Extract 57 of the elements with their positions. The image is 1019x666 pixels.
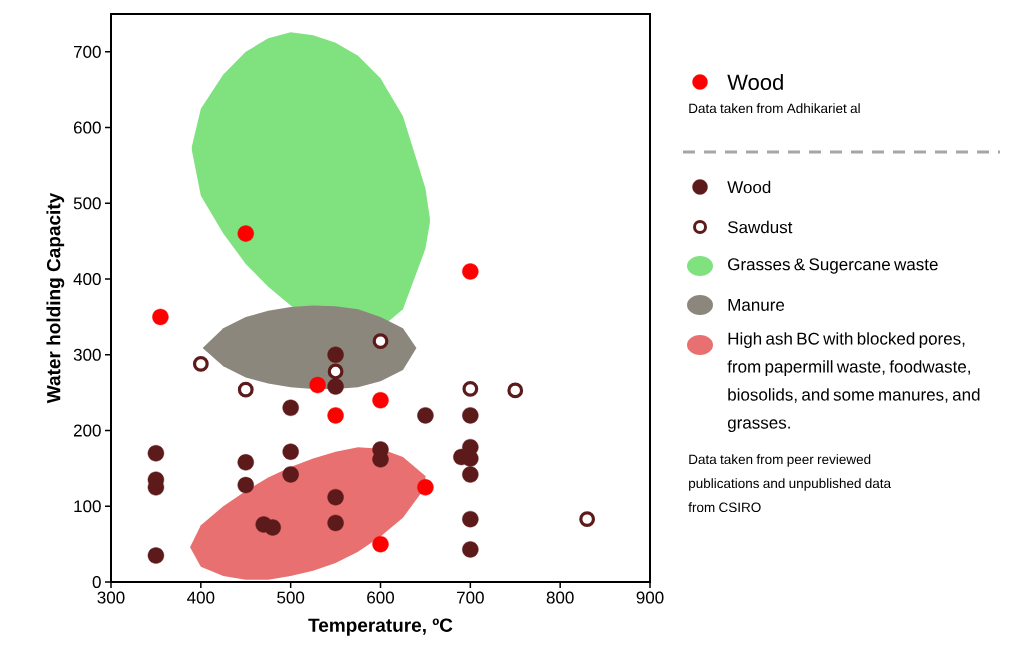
legend-label: High ash BC with blocked pores, from papermill waste, foodwaste, biosolids, and some manures, and grasses. xyxy=(727,332,980,433)
x-tick-label: 800 xyxy=(546,591,574,604)
point xyxy=(579,511,596,528)
legend-label: Wood xyxy=(727,73,783,91)
point xyxy=(237,381,254,398)
point xyxy=(372,333,389,350)
point xyxy=(147,547,165,564)
x-tick-label: 600 xyxy=(367,591,395,604)
legend-label: Wood xyxy=(727,180,771,194)
point xyxy=(462,510,479,528)
point xyxy=(462,407,479,424)
point xyxy=(372,392,389,409)
point xyxy=(237,454,254,471)
point xyxy=(327,488,344,506)
y-tick-label: 100 xyxy=(74,500,101,513)
y-tick-label: 600 xyxy=(73,121,101,134)
point xyxy=(462,263,479,280)
point xyxy=(327,363,344,380)
point xyxy=(462,541,479,558)
point xyxy=(327,514,344,532)
x-tick-label: 300 xyxy=(97,591,125,604)
x-tick-label: 500 xyxy=(277,591,305,604)
x-axis-title: Temperature, ºC xyxy=(308,618,453,636)
x-tick-label: 900 xyxy=(636,591,664,604)
point xyxy=(417,479,434,496)
x-tick-label: 400 xyxy=(187,591,215,604)
y-tick-label: 500 xyxy=(73,197,101,210)
x-tick-label: 700 xyxy=(457,591,484,604)
y-axis-title: Water holding Capacity xyxy=(46,192,65,404)
point xyxy=(327,378,344,395)
point xyxy=(152,308,169,326)
y-tick-label: 300 xyxy=(73,348,101,361)
legend-label: Manure xyxy=(728,299,785,311)
point xyxy=(309,376,326,394)
point xyxy=(462,466,479,483)
legend-label: Sawdust xyxy=(727,220,793,234)
y-tick-label: 400 xyxy=(73,273,101,286)
point xyxy=(282,443,299,460)
y-tick-label: 200 xyxy=(73,424,101,437)
point xyxy=(192,355,209,372)
point xyxy=(372,535,389,553)
point xyxy=(327,346,344,363)
point xyxy=(147,445,165,462)
point xyxy=(282,399,299,417)
point xyxy=(462,380,479,397)
text: Data taken from Adhikariet al xyxy=(689,103,860,114)
text: Data taken from peer reviewed publications and unpublished data from CSIRO xyxy=(688,454,892,513)
point xyxy=(507,382,524,399)
point xyxy=(264,519,281,536)
point xyxy=(237,225,254,242)
legend-label: Grasses & Sugercane waste xyxy=(728,258,938,274)
y-tick-label: 0 xyxy=(92,575,101,589)
point xyxy=(282,466,299,483)
point xyxy=(237,476,254,494)
point xyxy=(417,407,434,424)
y-tick-label: 700 xyxy=(73,45,101,58)
point xyxy=(327,407,344,424)
